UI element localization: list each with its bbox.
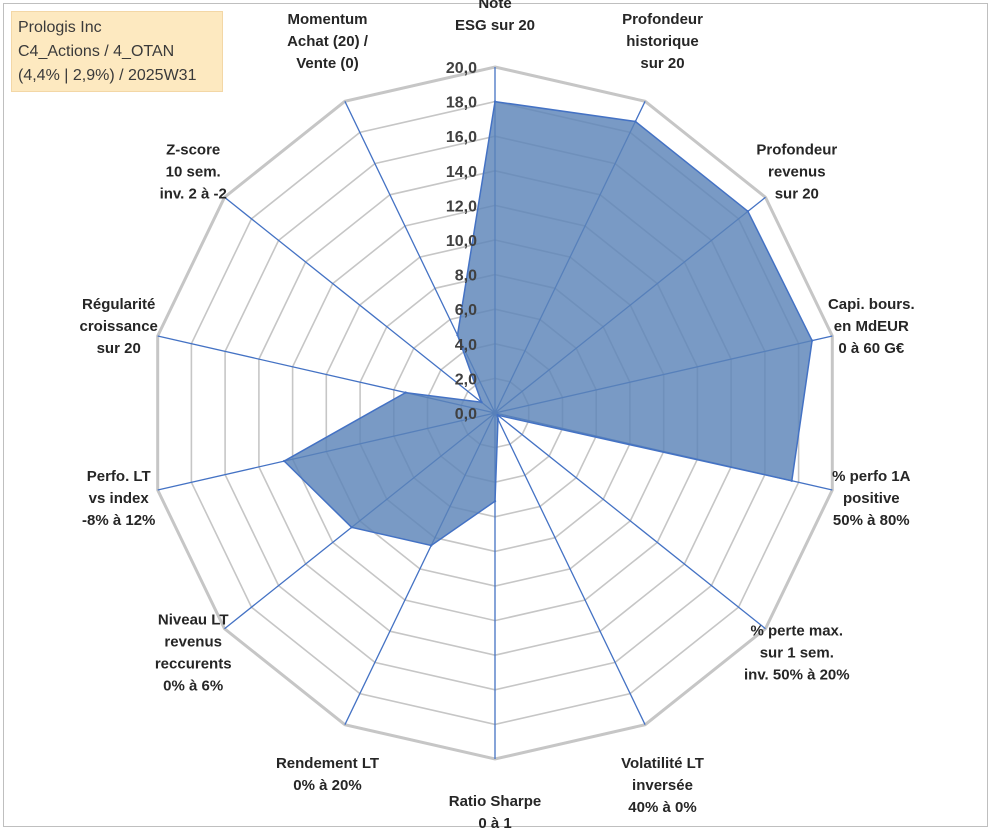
data-point xyxy=(790,479,793,482)
data-point xyxy=(496,418,500,421)
category-label: Profondeur historique sur 20 xyxy=(622,11,703,72)
data-point xyxy=(350,526,353,529)
data-point xyxy=(493,500,497,503)
category-label: Volatilité LT inversée 40% à 0% xyxy=(621,755,704,816)
data-point xyxy=(283,459,286,463)
data-point xyxy=(493,100,497,103)
tick-label: 20,0 xyxy=(446,60,477,77)
data-point xyxy=(634,120,637,123)
radar-spoke xyxy=(494,412,766,630)
category-label: Z-score 10 sem. inv. 2 à -2 xyxy=(160,141,227,202)
radar-category-labels: Note ESG sur 20 Profondeur historique sur 20… xyxy=(80,0,915,829)
data-point xyxy=(810,339,814,342)
category-label: Momentum Achat (20) / Vente (0) xyxy=(287,11,369,72)
category-label: Note ESG sur 20 xyxy=(455,0,535,34)
category-label: % perfo 1A positive 50% à 80% xyxy=(832,468,911,529)
data-point xyxy=(456,333,459,337)
radar-spoke xyxy=(224,196,496,414)
tick-label: 0,0 xyxy=(455,406,477,423)
category-label: Profondeur revenus sur 20 xyxy=(756,141,837,202)
info-line-category: C4_Actions / 4_OTAN xyxy=(18,43,175,60)
info-line-stats: (4,4% | 2,9%) / 2025W31 xyxy=(18,67,197,84)
data-point xyxy=(746,210,750,213)
category-label: Perfo. LT vs index -8% à 12% xyxy=(82,468,155,529)
category-label: % perte max. sur 1 sem. inv. 50% à 20% xyxy=(744,623,850,684)
category-label: Ratio Sharpe 0 à 1 xyxy=(449,793,542,829)
tick-label: 10,0 xyxy=(446,233,477,250)
tick-label: 2,0 xyxy=(455,371,477,388)
radar-tick-labels: 0,0 2,0 4,0 6,0 8,0 10,0 12,0 14,0 16,0 18,0 20,0 xyxy=(446,60,477,423)
tick-label: 8,0 xyxy=(455,268,477,285)
category-label: Niveau LT revenus reccurents 0% à 6% xyxy=(155,612,232,695)
info-box: Prologis Inc C4_Actions / 4_OTAN (4,4% |… xyxy=(11,11,223,92)
data-point xyxy=(496,414,499,417)
tick-label: 16,0 xyxy=(446,129,477,146)
series-area xyxy=(282,100,813,547)
tick-label: 4,0 xyxy=(455,337,477,354)
category-label: Rendement LT 0% à 20% xyxy=(276,755,379,794)
info-line-company: Prologis Inc xyxy=(18,19,102,36)
tick-label: 14,0 xyxy=(446,164,477,181)
category-label: Régularité croissance sur 20 xyxy=(80,296,158,357)
category-label: Capi. bours. en MdEUR 0 à 60 G€ xyxy=(828,296,915,357)
data-point xyxy=(404,391,407,394)
tick-label: 12,0 xyxy=(446,198,477,215)
tick-label: 6,0 xyxy=(455,302,477,319)
data-point xyxy=(480,401,483,404)
radar-spoke xyxy=(494,412,646,725)
data-point xyxy=(430,544,433,547)
radar-series xyxy=(282,100,814,547)
tick-label: 18,0 xyxy=(446,95,477,112)
